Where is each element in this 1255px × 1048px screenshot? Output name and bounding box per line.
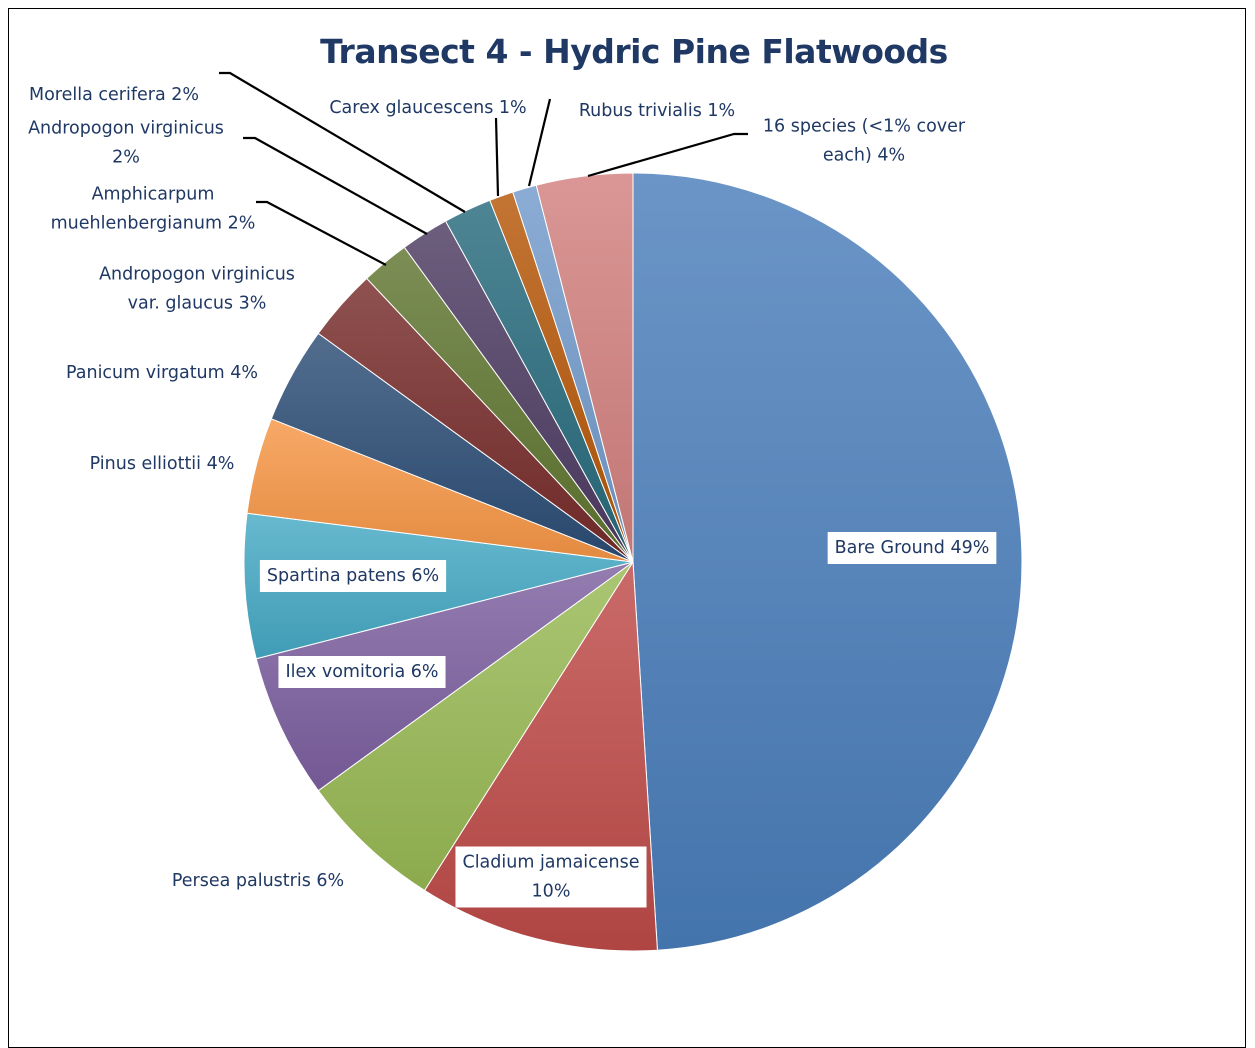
pie-slice-3: Persea palustris bbox=[317, 561, 634, 892]
slice-label-box bbox=[827, 532, 997, 564]
slice-label-14: 16 species (<1% cover each) 4% bbox=[763, 117, 966, 166]
slice-label-12: Carex glaucescens 1% bbox=[329, 98, 526, 118]
leader-line-12 bbox=[494, 117, 500, 197]
slice-label-6: Pinus elliottii 4% bbox=[90, 454, 235, 474]
slice-label-13: Rubus trivialis 1% bbox=[579, 101, 735, 121]
slice-label-text: each) 4% bbox=[823, 146, 905, 166]
leader-line-10 bbox=[243, 136, 428, 235]
leader-line-11 bbox=[219, 71, 466, 213]
slice-label-text: Persea palustris 6% bbox=[172, 871, 344, 891]
pie-slice-14: 16 species (<1% cover each) bbox=[535, 172, 634, 563]
leader-line-13 bbox=[527, 98, 552, 187]
slice-label-text: 16 species (<1% cover bbox=[763, 117, 966, 137]
slice-labels: Bare Ground 49%Cladium jamaicense10%Pers… bbox=[28, 85, 997, 908]
slice-label-11: Morella cerifera 2% bbox=[29, 85, 199, 105]
slice-label-text: Andropogon virginicus bbox=[28, 119, 224, 139]
slice-label-3: Persea palustris 6% bbox=[172, 871, 344, 891]
slice-label-text: Panicum virgatum 4% bbox=[66, 363, 258, 383]
slice-label-5: Spartina patens 6% bbox=[259, 560, 447, 592]
slice-label-text: Spartina patens 6% bbox=[267, 566, 439, 586]
slice-label-text: Rubus trivialis 1% bbox=[579, 101, 735, 121]
slice-label-10: Andropogon virginicus 2% bbox=[28, 119, 224, 168]
slice-label-text: Andropogon virginicus bbox=[99, 265, 295, 285]
slice-label-8: Andropogon virginicus var. glaucus 3% bbox=[99, 265, 295, 314]
slice-label-7: Panicum virgatum 4% bbox=[66, 363, 258, 383]
leader-line-9 bbox=[256, 200, 387, 266]
slice-label-box bbox=[259, 560, 447, 592]
slice-label-text: var. glaucus 3% bbox=[128, 294, 267, 314]
slice-label-text: Morella cerifera 2% bbox=[29, 85, 199, 105]
slice-label-9: Amphicarpum muehlenbergianum 2% bbox=[51, 185, 256, 234]
chart-title: Transect 4 - Hydric Pine Flatwoods bbox=[320, 32, 948, 71]
slice-label-text: Cladium jamaicense bbox=[462, 853, 639, 873]
slice-label-text: muehlenbergianum 2% bbox=[51, 214, 256, 234]
slice-label-text: Ilex vomitoria 6% bbox=[285, 662, 438, 682]
slice-label-4: Ilex vomitoria 6% bbox=[278, 656, 446, 688]
slice-label-2: Cladium jamaicense 10% bbox=[455, 846, 647, 908]
leader-line-14 bbox=[587, 132, 748, 178]
slice-label-box bbox=[278, 656, 446, 688]
slice-label-text: Pinus elliottii 4% bbox=[90, 454, 235, 474]
slice-label-1: Bare Ground 49% bbox=[827, 532, 997, 564]
leader-lines bbox=[219, 71, 748, 266]
slice-label-text: 10% bbox=[532, 882, 571, 902]
pie-slice-1: Bare Ground bbox=[632, 172, 1023, 951]
slice-label-text: Amphicarpum bbox=[92, 185, 215, 205]
slice-label-text: Carex glaucescens 1% bbox=[329, 98, 526, 118]
slice-label-text: 2% bbox=[112, 148, 140, 168]
slice-label-box bbox=[455, 846, 647, 908]
slice-label-text: Bare Ground 49% bbox=[835, 538, 990, 558]
